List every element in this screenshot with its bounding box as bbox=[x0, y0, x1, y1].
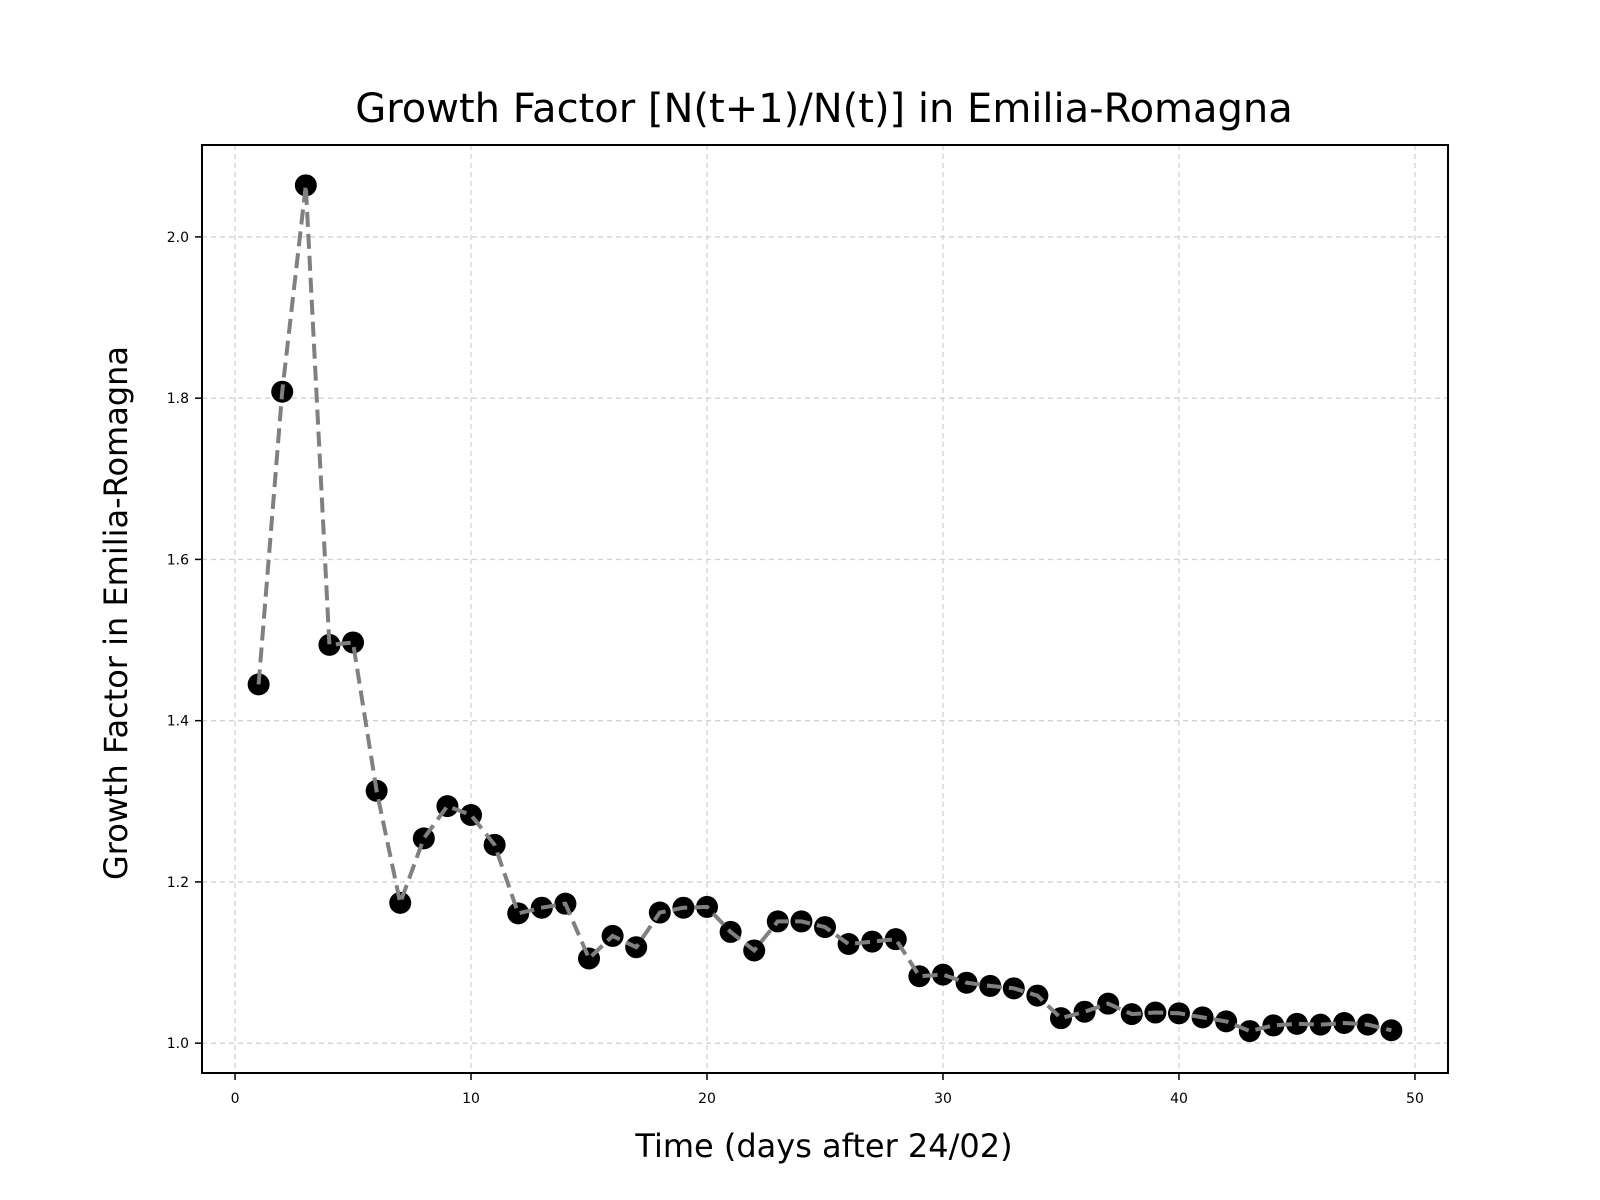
y-tick-label: 2.0 bbox=[167, 230, 189, 246]
data-point bbox=[342, 631, 365, 654]
grid-layer bbox=[202, 145, 1448, 1073]
data-point bbox=[294, 174, 317, 197]
chart-title: Growth Factor [N(t+1)/N(t)] in Emilia-Ro… bbox=[355, 86, 1293, 132]
y-tick-label: 1.8 bbox=[167, 391, 189, 407]
data-point bbox=[389, 891, 412, 914]
data-point bbox=[507, 902, 530, 925]
x-tick-label: 20 bbox=[698, 1091, 716, 1107]
x-axis-label: Time (days after 24/02) bbox=[634, 1127, 1012, 1165]
data-point bbox=[1309, 1013, 1332, 1036]
y-tick-label: 1.0 bbox=[167, 1036, 189, 1052]
y-axis-label: Growth Factor in Emilia-Romagna bbox=[97, 346, 135, 880]
y-tick-label: 1.4 bbox=[167, 714, 189, 730]
x-tick-label: 0 bbox=[231, 1091, 240, 1107]
series-line bbox=[256, 185, 1392, 1034]
data-point bbox=[931, 963, 954, 986]
tick-layer: 0 10 20 30 40 50 1.0 1.2 1.4 1.6 1.8 2.0 bbox=[167, 230, 1424, 1107]
y-tick-label: 1.2 bbox=[167, 875, 189, 891]
data-point bbox=[318, 633, 341, 656]
x-tick-label: 40 bbox=[1170, 1091, 1188, 1107]
plot-frame bbox=[201, 144, 1449, 1074]
data-point bbox=[1073, 1000, 1096, 1023]
data-point bbox=[1262, 1014, 1285, 1037]
x-tick-label: 50 bbox=[1406, 1091, 1424, 1107]
series-layer bbox=[247, 174, 1403, 1043]
x-tick-label: 30 bbox=[934, 1091, 952, 1107]
y-tick-label: 1.6 bbox=[167, 552, 189, 568]
x-tick-label: 10 bbox=[462, 1091, 480, 1107]
data-point bbox=[1238, 1020, 1261, 1043]
data-point bbox=[1285, 1012, 1308, 1035]
data-point bbox=[861, 930, 884, 953]
